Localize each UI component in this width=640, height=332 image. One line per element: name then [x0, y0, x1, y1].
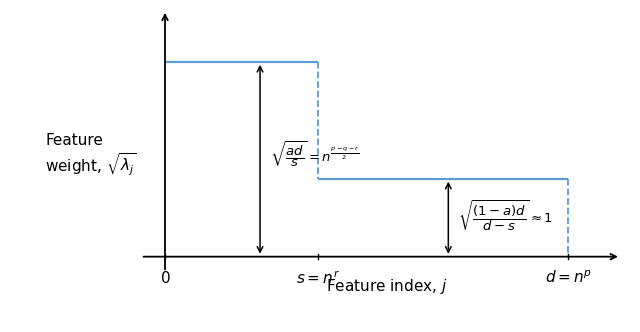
- Text: Feature index, $j$: Feature index, $j$: [326, 278, 447, 296]
- Text: $d = n^p$: $d = n^p$: [545, 270, 592, 286]
- Text: $0$: $0$: [160, 270, 170, 286]
- Text: $s = n^r$: $s = n^r$: [296, 270, 340, 287]
- Text: $\sqrt{\dfrac{ad}{s}} = n^{\frac{p-q-r}{2}}$: $\sqrt{\dfrac{ad}{s}} = n^{\frac{p-q-r}{…: [270, 140, 360, 170]
- Text: $\sqrt{\dfrac{(1-a)d}{d-s}} \approx 1$: $\sqrt{\dfrac{(1-a)d}{d-s}} \approx 1$: [458, 199, 554, 234]
- Text: Feature
weight, $\sqrt{\lambda_j}$: Feature weight, $\sqrt{\lambda_j}$: [45, 133, 137, 178]
